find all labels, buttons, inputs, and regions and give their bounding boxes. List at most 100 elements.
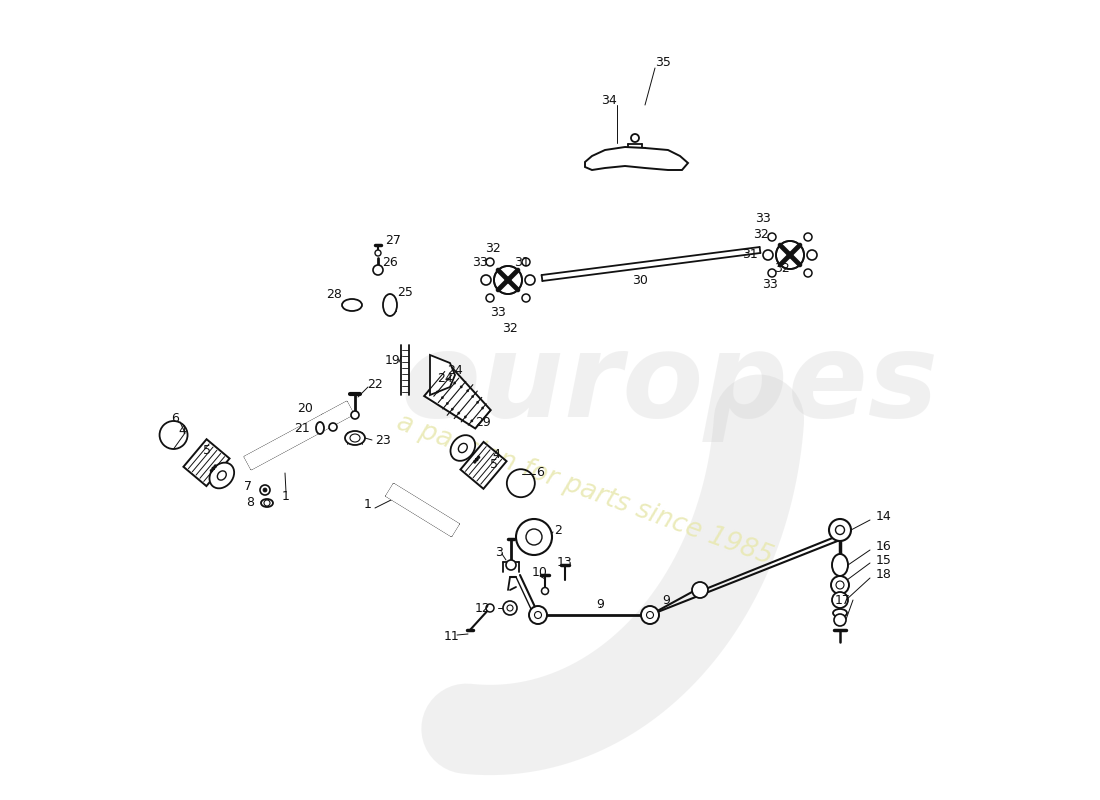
Circle shape: [526, 529, 542, 545]
Polygon shape: [541, 247, 760, 281]
Ellipse shape: [833, 609, 847, 617]
Circle shape: [475, 458, 478, 461]
Circle shape: [535, 611, 541, 618]
Text: 32: 32: [774, 262, 790, 274]
Circle shape: [477, 456, 480, 458]
Circle shape: [768, 233, 776, 241]
Circle shape: [375, 250, 381, 256]
Circle shape: [453, 382, 455, 384]
Text: 31: 31: [742, 249, 758, 262]
Ellipse shape: [218, 471, 227, 480]
Text: 14: 14: [876, 510, 892, 523]
Circle shape: [212, 467, 214, 470]
Text: 24: 24: [447, 363, 463, 377]
Ellipse shape: [350, 434, 360, 442]
Text: 33: 33: [762, 278, 778, 291]
Text: 28: 28: [326, 289, 342, 302]
Circle shape: [437, 390, 439, 393]
Text: 4: 4: [178, 423, 186, 437]
Circle shape: [494, 266, 522, 294]
Text: 27: 27: [385, 234, 400, 246]
Circle shape: [486, 294, 494, 302]
Text: 34: 34: [601, 94, 617, 106]
Circle shape: [458, 412, 460, 414]
Circle shape: [460, 386, 462, 388]
Circle shape: [836, 581, 844, 589]
Text: 1: 1: [364, 498, 372, 511]
Ellipse shape: [316, 422, 324, 434]
Circle shape: [529, 606, 547, 624]
Circle shape: [832, 592, 848, 608]
Text: 9: 9: [662, 594, 670, 606]
Circle shape: [482, 407, 484, 410]
Polygon shape: [184, 439, 230, 486]
Text: 23: 23: [375, 434, 390, 446]
Text: 11: 11: [444, 630, 460, 642]
Ellipse shape: [451, 435, 475, 461]
Circle shape: [475, 458, 478, 461]
Polygon shape: [244, 402, 353, 469]
Circle shape: [476, 401, 478, 403]
Circle shape: [834, 614, 846, 626]
Polygon shape: [585, 147, 688, 170]
Text: 3: 3: [495, 546, 503, 558]
Circle shape: [471, 420, 473, 422]
Ellipse shape: [209, 462, 234, 488]
Text: 33: 33: [491, 306, 506, 318]
Text: 19: 19: [385, 354, 400, 366]
Circle shape: [647, 611, 653, 618]
Text: a passion for parts since 1985: a passion for parts since 1985: [394, 410, 777, 570]
Circle shape: [522, 294, 530, 302]
Circle shape: [786, 252, 793, 258]
Circle shape: [506, 560, 516, 570]
Text: 17: 17: [835, 594, 851, 606]
Text: 32: 32: [485, 242, 501, 254]
Text: 6: 6: [172, 411, 179, 425]
Circle shape: [763, 250, 773, 260]
Circle shape: [212, 467, 214, 470]
Circle shape: [486, 258, 494, 266]
Text: 18: 18: [876, 569, 892, 582]
Circle shape: [505, 277, 512, 283]
Circle shape: [836, 526, 845, 534]
Circle shape: [351, 411, 359, 419]
Circle shape: [264, 500, 270, 506]
Text: 32: 32: [754, 229, 769, 242]
Circle shape: [516, 519, 552, 555]
Ellipse shape: [832, 554, 848, 576]
Circle shape: [804, 233, 812, 241]
Circle shape: [447, 378, 450, 380]
Ellipse shape: [342, 299, 362, 311]
Text: 5: 5: [204, 443, 211, 457]
Text: 12: 12: [474, 602, 490, 614]
Circle shape: [473, 460, 476, 463]
Text: 1: 1: [282, 490, 290, 502]
Text: 6: 6: [536, 466, 543, 478]
Circle shape: [263, 488, 267, 492]
Text: 24: 24: [437, 371, 453, 385]
Text: 2: 2: [554, 523, 562, 537]
Text: 32: 32: [502, 322, 518, 334]
Ellipse shape: [261, 499, 273, 507]
Polygon shape: [461, 442, 507, 489]
Polygon shape: [430, 355, 455, 395]
Circle shape: [466, 390, 469, 392]
Text: 35: 35: [656, 57, 671, 70]
Circle shape: [212, 467, 214, 470]
Text: 21: 21: [295, 422, 310, 434]
Circle shape: [631, 134, 639, 142]
Ellipse shape: [383, 294, 397, 316]
Circle shape: [641, 606, 659, 624]
Circle shape: [807, 250, 817, 260]
Text: 30: 30: [632, 274, 648, 286]
Text: 20: 20: [297, 402, 313, 414]
Circle shape: [804, 269, 812, 277]
Text: europes: europes: [400, 327, 939, 442]
Circle shape: [441, 397, 443, 399]
Ellipse shape: [459, 443, 468, 453]
Circle shape: [481, 275, 491, 285]
Ellipse shape: [345, 431, 365, 445]
Text: 29: 29: [475, 415, 491, 429]
Circle shape: [692, 582, 708, 598]
Circle shape: [447, 402, 449, 405]
